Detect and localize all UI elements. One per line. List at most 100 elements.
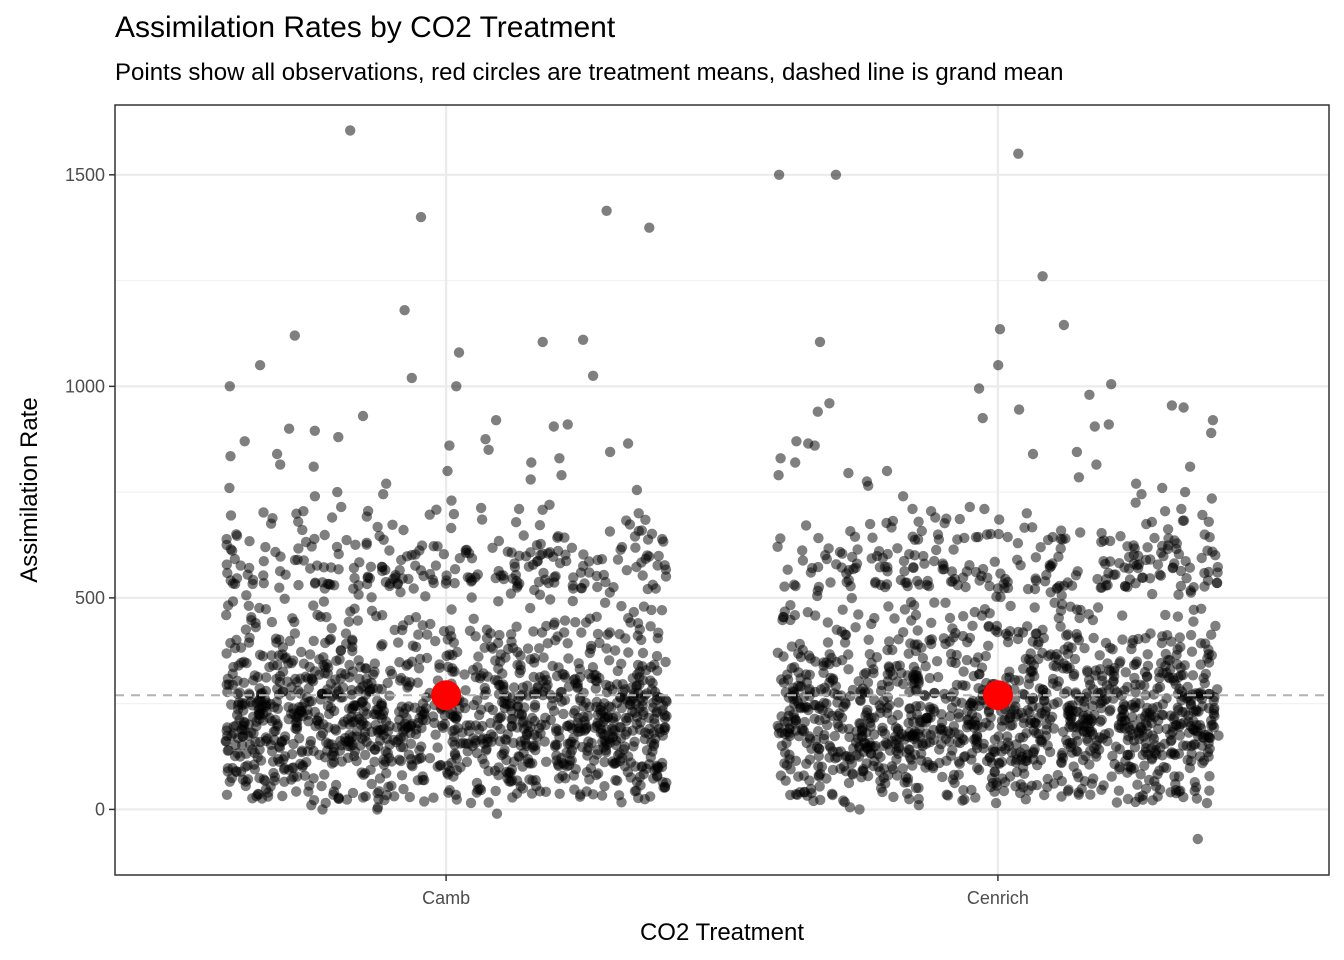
- observation-point: [291, 711, 302, 723]
- observation-point: [990, 625, 1001, 636]
- observation-point: [372, 521, 383, 533]
- observation-point: [434, 659, 445, 670]
- observation-point: [444, 440, 455, 451]
- observation-point: [850, 562, 861, 573]
- observation-point: [270, 714, 281, 725]
- observation-point: [910, 685, 921, 696]
- observation-point: [843, 664, 854, 675]
- observation-point: [812, 406, 823, 417]
- observation-point: [794, 787, 806, 798]
- observation-point: [840, 751, 851, 762]
- observation-point: [361, 537, 372, 548]
- observation-point: [254, 602, 265, 614]
- observation-point: [982, 572, 993, 583]
- observation-point: [789, 662, 800, 673]
- observation-point: [804, 754, 815, 765]
- observation-point: [831, 624, 842, 635]
- observation-point: [223, 679, 235, 690]
- observation-point: [322, 578, 333, 590]
- observation-point: [239, 724, 250, 736]
- observation-point: [394, 706, 405, 717]
- observation-point: [990, 797, 1002, 809]
- observation-point: [810, 735, 822, 746]
- observation-point: [1202, 653, 1213, 664]
- observation-point: [396, 770, 408, 781]
- observation-point: [498, 684, 509, 696]
- observation-point: [558, 708, 569, 720]
- observation-point: [812, 590, 823, 602]
- observation-point: [1098, 556, 1109, 567]
- y-tick-label: 500: [75, 588, 105, 608]
- observation-point: [854, 718, 865, 729]
- observation-point: [653, 723, 665, 734]
- observation-point: [914, 731, 926, 742]
- observation-point: [881, 465, 893, 477]
- observation-point: [984, 580, 995, 592]
- y-tick-label: 1500: [65, 165, 105, 185]
- observation-point: [322, 700, 334, 712]
- observation-point: [1190, 782, 1202, 793]
- observation-point: [449, 578, 460, 589]
- observation-point: [951, 679, 963, 691]
- observation-point: [336, 501, 347, 513]
- observation-point: [945, 750, 957, 761]
- observation-point: [348, 700, 359, 711]
- observation-point: [651, 650, 663, 662]
- observation-point: [534, 672, 546, 683]
- observation-point: [225, 451, 236, 462]
- observation-point: [451, 794, 462, 805]
- observation-point: [374, 735, 386, 746]
- observation-point: [1042, 773, 1053, 785]
- observation-point: [362, 571, 374, 582]
- observation-point: [353, 685, 364, 696]
- observation-point: [398, 732, 409, 743]
- observation-point: [1075, 527, 1086, 538]
- observation-point: [922, 575, 933, 587]
- observation-point: [1110, 741, 1122, 752]
- observation-point: [243, 600, 254, 611]
- observation-point: [229, 642, 241, 654]
- observation-point: [470, 671, 481, 683]
- observation-point: [1141, 518, 1152, 530]
- observation-point: [1153, 723, 1164, 735]
- observation-point: [941, 513, 952, 524]
- observation-point: [318, 660, 329, 671]
- observation-point: [1055, 621, 1066, 632]
- observation-point: [914, 579, 925, 590]
- observation-point: [932, 529, 944, 540]
- observation-point: [1026, 780, 1038, 791]
- observation-point: [925, 730, 936, 741]
- observation-point: [574, 791, 586, 802]
- observation-point: [660, 571, 672, 582]
- observation-point: [443, 787, 454, 798]
- observation-point: [533, 576, 545, 588]
- observation-point: [482, 736, 493, 748]
- observation-point: [1202, 545, 1213, 556]
- observation-point: [647, 746, 658, 757]
- observation-point: [288, 655, 299, 666]
- observation-point: [1095, 716, 1106, 727]
- observation-point: [1198, 732, 1209, 743]
- observation-point: [907, 760, 918, 771]
- observation-point: [818, 657, 829, 668]
- observation-point: [222, 745, 233, 756]
- observation-point: [559, 615, 571, 626]
- observation-point: [1079, 643, 1090, 654]
- observation-point: [253, 695, 264, 706]
- x-axis-title: CO2 Treatment: [640, 919, 804, 946]
- observation-point: [551, 750, 562, 761]
- observation-point: [1085, 718, 1096, 729]
- observation-point: [505, 588, 517, 599]
- observation-point: [1185, 755, 1197, 767]
- observation-point: [857, 765, 868, 777]
- observation-point: [613, 749, 624, 761]
- observation-point: [772, 720, 783, 732]
- observation-point: [525, 602, 536, 614]
- observation-point: [601, 643, 612, 654]
- observation-point: [244, 536, 255, 547]
- observation-point: [1046, 711, 1058, 722]
- observation-point: [814, 715, 825, 726]
- observation-point: [1201, 797, 1213, 809]
- observation-point: [254, 649, 266, 660]
- observation-point: [896, 728, 907, 740]
